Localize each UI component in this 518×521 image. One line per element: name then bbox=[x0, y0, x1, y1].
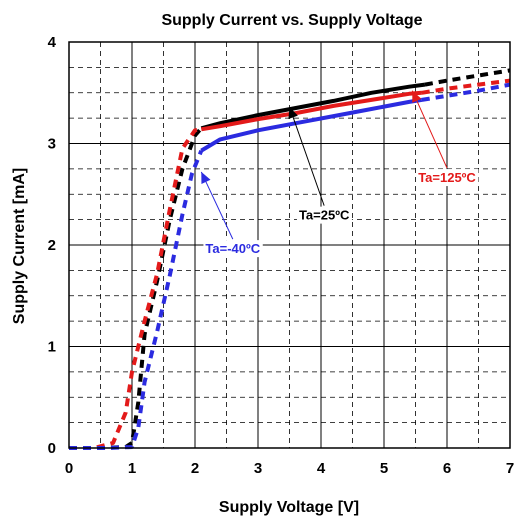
annotation-label: Ta=-40ºC bbox=[205, 241, 260, 256]
x-tick-labels: 0 1 2 3 4 5 6 7 bbox=[65, 460, 514, 477]
annotation-arrowhead bbox=[288, 106, 298, 119]
annotation-leader bbox=[289, 106, 325, 206]
y-tick-label: 4 bbox=[48, 34, 57, 51]
y-axis-title: Supply Current [mA] bbox=[11, 168, 28, 324]
x-tick-label: 3 bbox=[254, 460, 262, 477]
annotation-leader bbox=[200, 171, 234, 240]
plot-frame bbox=[68, 41, 511, 449]
annotation-label: Ta=125ºC bbox=[418, 170, 476, 185]
series-line-dashed bbox=[421, 78, 511, 95]
annotation-label-background bbox=[203, 240, 263, 258]
y-tick-labels: 0 1 2 3 4 bbox=[48, 34, 57, 457]
chart-title: Supply Current vs. Supply Voltage bbox=[161, 12, 422, 29]
series-line-dashed bbox=[69, 126, 203, 450]
annotation-label-background bbox=[296, 206, 352, 224]
grid bbox=[69, 42, 510, 448]
x-tick-label: 0 bbox=[65, 460, 73, 477]
series-line-solid bbox=[200, 97, 423, 153]
series-line-dashed bbox=[69, 149, 204, 450]
x-tick-label: 4 bbox=[317, 460, 326, 477]
series-line-dashed bbox=[421, 82, 511, 102]
x-tick-label: 5 bbox=[380, 460, 388, 477]
annotation-layer: Ta=25ºC Ta=125ºC Ta=-40ºC bbox=[200, 90, 479, 258]
x-tick-label: 2 bbox=[191, 460, 199, 477]
x-tick-label: 7 bbox=[506, 460, 514, 477]
y-tick-label: 2 bbox=[48, 237, 56, 254]
series-line-solid bbox=[200, 82, 426, 131]
series-line-solid bbox=[200, 90, 422, 132]
annotation-label: Ta=25ºC bbox=[299, 208, 350, 223]
y-tick-label: 0 bbox=[48, 440, 56, 457]
annotation-leader bbox=[411, 90, 448, 169]
y-tick-label: 1 bbox=[48, 339, 56, 356]
x-tick-label: 1 bbox=[128, 460, 136, 477]
x-tick-label: 6 bbox=[443, 460, 451, 477]
annotation-arrowhead bbox=[201, 171, 211, 185]
y-tick-label: 3 bbox=[48, 136, 56, 153]
series-line-dashed bbox=[69, 127, 202, 450]
x-axis-title: Supply Voltage [V] bbox=[219, 499, 359, 516]
annotation-arrowhead bbox=[412, 90, 422, 103]
series-line-dashed bbox=[424, 68, 511, 87]
annotation-label-background bbox=[416, 169, 479, 187]
